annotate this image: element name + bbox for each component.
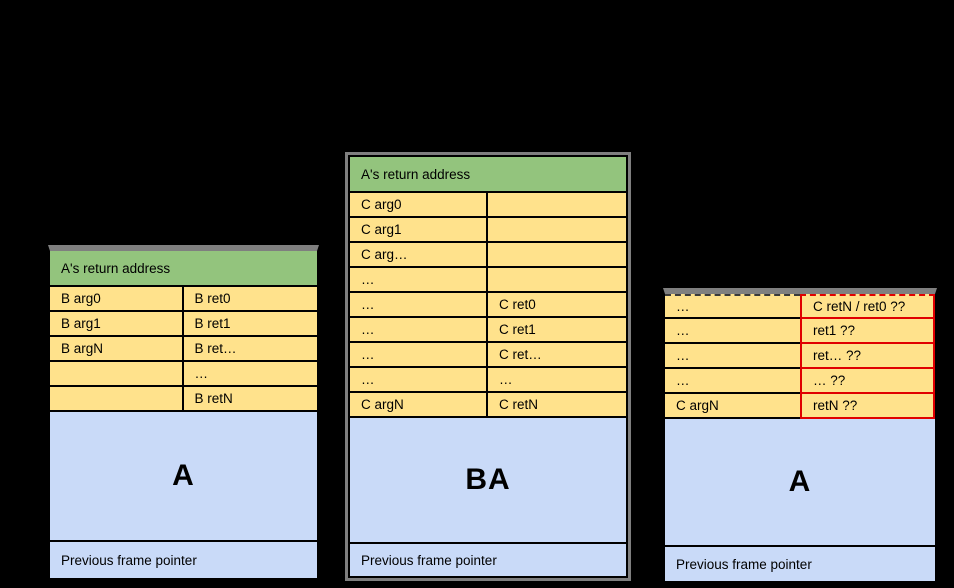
stack-row: C arg1 [350, 218, 626, 243]
previous-frame-pointer-cell: Previous frame pointer [665, 547, 935, 581]
arg-cell: … [350, 368, 488, 391]
arg-cell: … [350, 268, 488, 291]
arg-cell: … [350, 293, 488, 316]
stack-row: B arg1 B ret1 [50, 312, 317, 337]
stack-row: B retN [50, 387, 317, 412]
previous-frame-pointer-cell: Previous frame pointer [50, 542, 317, 578]
stack-row: … C retN / ret0 ?? [665, 294, 935, 319]
stack-row: B argN B ret… [50, 337, 317, 362]
arg-cell: B argN [50, 337, 184, 360]
ret-cell: … [499, 372, 513, 387]
ret-cell: ret… ?? [800, 344, 935, 369]
stack-row: C argN retN ?? [665, 394, 935, 419]
ret-cell: B retN [194, 391, 233, 406]
stack-row: … C ret1 [350, 318, 626, 343]
arg-cell [50, 387, 184, 410]
stack-row: C arg… [350, 243, 626, 268]
frame-owner-label: A [50, 412, 317, 542]
arg-ret-rows: … C retN / ret0 ??… ret1 ??… ret… ??…… ?? C … [665, 294, 935, 419]
arg-cell: B arg0 [50, 287, 184, 310]
stack-frame-middle-inner: A's return address C arg0 C arg1 C arg……… C… [348, 155, 628, 578]
stack-row: … ret… ?? [665, 344, 935, 369]
arg-cell: C arg1 [350, 218, 488, 241]
arg-ret-rows: B arg0 B ret0 B arg1 B ret1 B argN B ret… … B r… [50, 287, 317, 412]
ret-cell: C ret… [499, 347, 542, 362]
ret-cell: B ret… [194, 341, 237, 356]
stack-row: C argN C retN [350, 393, 626, 418]
ret-cell: C ret0 [499, 297, 536, 312]
stack-frame-middle: A's return address C arg0 C arg1 C arg……… C… [345, 152, 631, 581]
arg-cell: … [665, 319, 800, 344]
stack-row: … [350, 268, 626, 293]
stack-row: … C ret0 [350, 293, 626, 318]
ret-cell [488, 193, 626, 216]
stack-frame-left: A's return address B arg0 B ret0 B arg1 B r… [48, 245, 319, 580]
stack-row: …… [350, 368, 626, 393]
frame-owner-label: A [665, 419, 935, 547]
ret-cell [488, 268, 626, 291]
arg-cell: … [350, 318, 488, 341]
stack-frame-left-inner: A's return address B arg0 B ret0 B arg1 B r… [50, 251, 317, 578]
stack-row: … ret1 ?? [665, 319, 935, 344]
ret-cell: … ?? [800, 369, 935, 394]
return-address-cell: A's return address [50, 251, 317, 287]
ret-cell: B ret0 [194, 291, 231, 306]
arg-cell: C argN [665, 394, 800, 419]
ret-cell: C retN / ret0 ?? [800, 294, 935, 319]
arg-cell: … [665, 369, 800, 394]
stack-row: … C ret… [350, 343, 626, 368]
ret-cell: C retN [499, 397, 539, 412]
ret-cell: C ret1 [499, 322, 536, 337]
stack-frame-right: … C retN / ret0 ??… ret1 ??… ret… ??…… ?? C … [663, 288, 937, 583]
frame-owner-label: BA [350, 418, 626, 544]
arg-cell: B arg1 [50, 312, 184, 335]
stack-row: … [50, 362, 317, 387]
arg-cell: C argN [350, 393, 488, 416]
stack-row: B arg0 B ret0 [50, 287, 317, 312]
arg-cell: … [350, 343, 488, 366]
ret-cell: retN ?? [800, 394, 935, 419]
arg-cell: … [665, 344, 800, 369]
ret-cell: … [194, 366, 209, 381]
arg-cell [50, 362, 184, 385]
ret-cell: ret1 ?? [800, 319, 935, 344]
stack-row: C arg0 [350, 193, 626, 218]
stack-row: …… ?? [665, 369, 935, 394]
ret-cell [488, 243, 626, 266]
arg-cell: C arg… [350, 243, 488, 266]
ret-cell: B ret1 [194, 316, 231, 331]
arg-cell: … [665, 294, 800, 319]
previous-frame-pointer-cell: Previous frame pointer [350, 544, 626, 576]
arg-cell: C arg0 [350, 193, 488, 216]
return-address-cell: A's return address [350, 157, 626, 193]
arg-ret-rows: C arg0 C arg1 C arg……… C ret0… C ret1… C ret…… [350, 193, 626, 418]
ret-cell [488, 218, 626, 241]
stack-frame-right-inner: … C retN / ret0 ??… ret1 ??… ret… ??…… ?? C … [665, 294, 935, 581]
